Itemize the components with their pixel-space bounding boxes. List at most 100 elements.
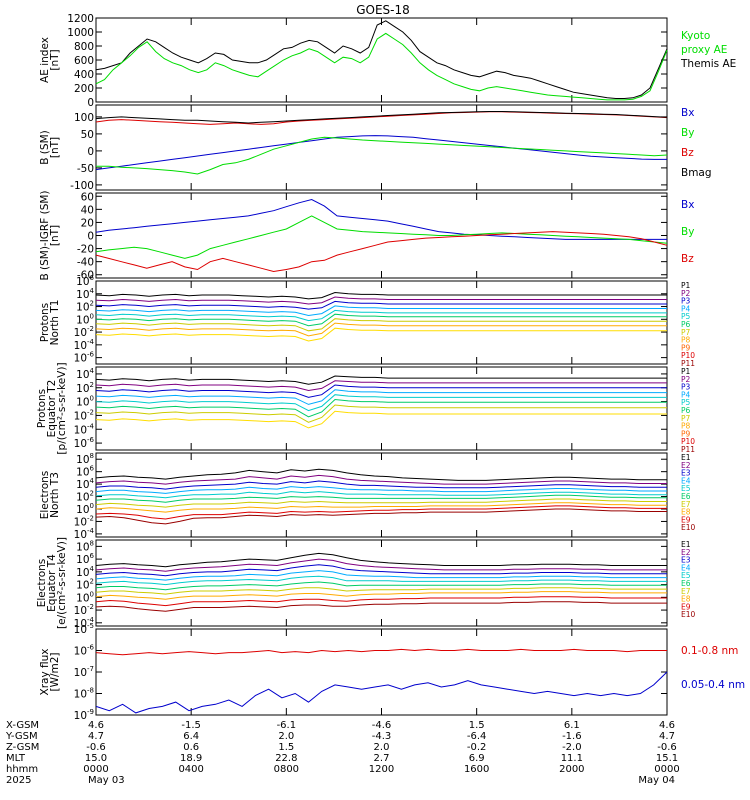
- chart-title: GOES-18: [356, 3, 410, 17]
- series-line-electrons_t3-3: [95, 486, 667, 494]
- series-line-ae-0: [95, 20, 668, 99]
- ephemeris-cell: 1.5: [278, 742, 294, 753]
- legend-entry: By: [681, 226, 694, 238]
- y-tick-label: 10-5: [74, 622, 94, 636]
- y-axis-label: [nT]: [49, 225, 61, 246]
- y-axis-label: Electrons: [36, 559, 48, 608]
- ephemeris-cell: 11.1: [561, 753, 583, 764]
- series-line-xray-0: [95, 648, 667, 656]
- y-axis-label: AE index: [39, 37, 51, 83]
- y-axis-label: [p/(cm²-s-sr-keV)]: [56, 362, 68, 454]
- legend-entry: Bz: [681, 147, 694, 159]
- ephemeris-cell: -0.6: [657, 742, 677, 753]
- ephemeris-cell: 4.7: [659, 731, 675, 742]
- ephemeris-row-label: MLT: [6, 753, 26, 764]
- series-line-b-3: [95, 111, 668, 124]
- legend-entry: E8: [681, 595, 691, 604]
- legend-entry: P6: [681, 406, 691, 415]
- ephemeris-row-label: Z-GSM: [6, 742, 39, 753]
- y-axis-label: [e/(cm²-s-sr-keV)]: [56, 537, 68, 629]
- ephemeris-row-label: X-GSM: [6, 720, 39, 731]
- y-tick-label: 10-6: [74, 436, 95, 450]
- y-tick-label: -50: [77, 163, 94, 175]
- series-line-bdiff-2: [95, 231, 668, 273]
- y-axis-label: [nT]: [49, 137, 61, 158]
- legend-entry: 0.05-0.4 nm: [681, 679, 745, 691]
- series-line-electrons_t3-4: [95, 491, 667, 499]
- y-axis-label: Electrons: [39, 471, 51, 520]
- legend-entry: E9: [681, 602, 691, 611]
- ephemeris-cell: 18.9: [180, 753, 202, 764]
- series-line-ae-1: [95, 32, 668, 101]
- series-line-b-1: [96, 136, 668, 175]
- legend-entry: proxy AE: [681, 44, 727, 56]
- ephemeris-cell: -6.4: [467, 731, 487, 742]
- panel-ae: 1200 1000 800 600 400 200 0 AE index[nT] Kyoto pr…: [39, 13, 736, 109]
- legend-entry: P11: [681, 445, 695, 454]
- ephemeris-cell: 0000: [654, 764, 679, 775]
- legend-entry: E9: [681, 515, 691, 524]
- series-line-protons_t2-4: [95, 394, 667, 412]
- legend-entry: Bmag: [681, 167, 712, 179]
- legend-entry: P4: [681, 390, 691, 399]
- y-tick-label: 100: [74, 112, 94, 124]
- legend-entry: P11: [681, 359, 695, 368]
- ephemeris-cell: 0000: [83, 764, 108, 775]
- y-tick-label: 1000: [67, 27, 94, 39]
- legend-entry: Kyoto: [681, 30, 710, 42]
- legend-entry: Bz: [681, 253, 694, 265]
- series-line-protons_t2-7: [95, 410, 667, 429]
- series-line-electrons_t3-5: [95, 494, 667, 503]
- series-line-protons_t1-5: [95, 313, 667, 327]
- ephemeris-row-label: Y-GSM: [5, 731, 38, 742]
- legend-entry: E10: [681, 610, 696, 619]
- ephemeris-cell: May 03: [88, 775, 125, 786]
- legend-entry: P5: [681, 398, 691, 407]
- y-tick-label: 800: [74, 41, 94, 53]
- legend-entry: E3: [681, 469, 691, 478]
- series-line-protons_t1-0: [95, 291, 667, 300]
- series-line-electrons_t3-8: [95, 505, 667, 520]
- ephemeris-cell: 2000: [559, 764, 584, 775]
- series-line-protons_t2-1: [95, 380, 667, 392]
- series-line-electrons_t4-4: [95, 575, 667, 586]
- ephemeris-cell: 15.1: [656, 753, 678, 764]
- series-line-electrons_t4-8: [95, 596, 667, 607]
- series-line-electrons_t4-9: [95, 601, 667, 612]
- series-line-electrons_t3-7: [95, 502, 667, 513]
- y-axis-label: North T1: [49, 300, 61, 346]
- ephemeris-cell: 2.7: [374, 753, 390, 764]
- legend-entry: E6: [681, 492, 691, 501]
- legend-entry: P7: [681, 414, 691, 423]
- ephemeris-cell: 1200: [369, 764, 394, 775]
- y-tick-label: 600: [74, 55, 94, 67]
- y-axis-label: Equator T4: [46, 554, 58, 612]
- ephemeris-table: X-GSMY-GSMZ-GSMMLThhmm20254.64.7-0.615.0…: [5, 720, 680, 786]
- legend-entry: E6: [681, 579, 691, 588]
- y-tick-label: 10-8: [74, 687, 94, 701]
- ephemeris-cell: 6.1: [564, 720, 580, 731]
- ephemeris-cell: 15.0: [85, 753, 107, 764]
- ephemeris-cell: -4.3: [372, 731, 392, 742]
- panel-electrons_t4: 10810610410210010-210-4ElectronsEquator …: [36, 537, 696, 630]
- y-tick-label: 0: [87, 97, 94, 109]
- ephemeris-cell: 6.9: [469, 753, 485, 764]
- series-line-protons_t2-5: [95, 398, 667, 418]
- ephemeris-cell: 2.0: [374, 742, 390, 753]
- series-line-electrons_t3-2: [95, 480, 667, 490]
- panel-b: 100 50 0 -50 -100 B (SM)[nT] Bx By Bz Bmag: [39, 104, 712, 192]
- series-line-protons_t2-0: [95, 375, 667, 385]
- series-line-protons_t1-2: [95, 300, 667, 310]
- ephemeris-row-label: hhmm: [6, 764, 38, 775]
- series-line-protons_t1-1: [95, 296, 667, 305]
- series-line-protons_t1-4: [95, 309, 667, 322]
- series-line-electrons_t4-0: [95, 552, 667, 568]
- y-axis-label: [W/m2]: [49, 652, 61, 691]
- legend-entry: P8: [681, 422, 691, 431]
- y-tick-label: 104: [76, 367, 94, 381]
